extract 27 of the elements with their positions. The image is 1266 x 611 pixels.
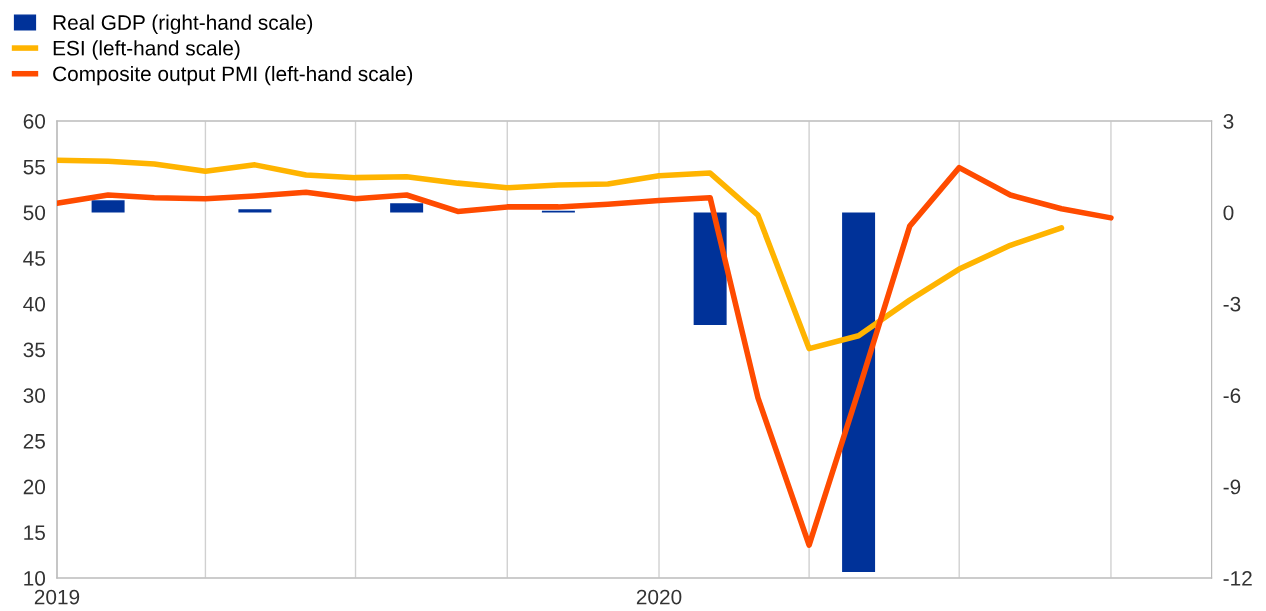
y-tick-label: 45 — [23, 251, 45, 266]
x-tick-label: 2019 — [34, 589, 80, 605]
x-tick-label: 2020 — [636, 589, 682, 605]
y-tick-label: 60 — [23, 113, 46, 129]
y2-tick-label: -12 — [1223, 571, 1252, 586]
y-tick-label: 15 — [24, 525, 45, 541]
y-tick-label: 40 — [23, 296, 46, 312]
y-tick-label: 10 — [24, 571, 46, 586]
y2-tick-label: -9 — [1223, 479, 1241, 495]
y-tick-label: 50 — [23, 205, 46, 221]
bar — [390, 203, 424, 213]
legend-label: Composite output PMI (left-hand scale) — [53, 65, 413, 86]
y-tick-label: 20 — [23, 479, 46, 495]
y-tick-label: 30 — [23, 388, 46, 403]
bar — [693, 212, 727, 326]
y2-tick-label: -6 — [1223, 388, 1241, 403]
legend-label: ESI (left-hand scale) — [53, 40, 240, 60]
y-tick-label: 55 — [23, 159, 45, 175]
bar — [91, 200, 125, 213]
y-tick-label: 35 — [23, 342, 45, 358]
y-tick-label: 25 — [23, 433, 45, 449]
legend-label: Real GDP (right-hand scale) — [53, 14, 313, 34]
bar — [842, 212, 876, 572]
y2-tick-label: -3 — [1223, 296, 1241, 312]
y2-tick-label: 0 — [1223, 205, 1234, 221]
bar — [238, 209, 272, 213]
y2-tick-label: 3 — [1223, 113, 1234, 129]
